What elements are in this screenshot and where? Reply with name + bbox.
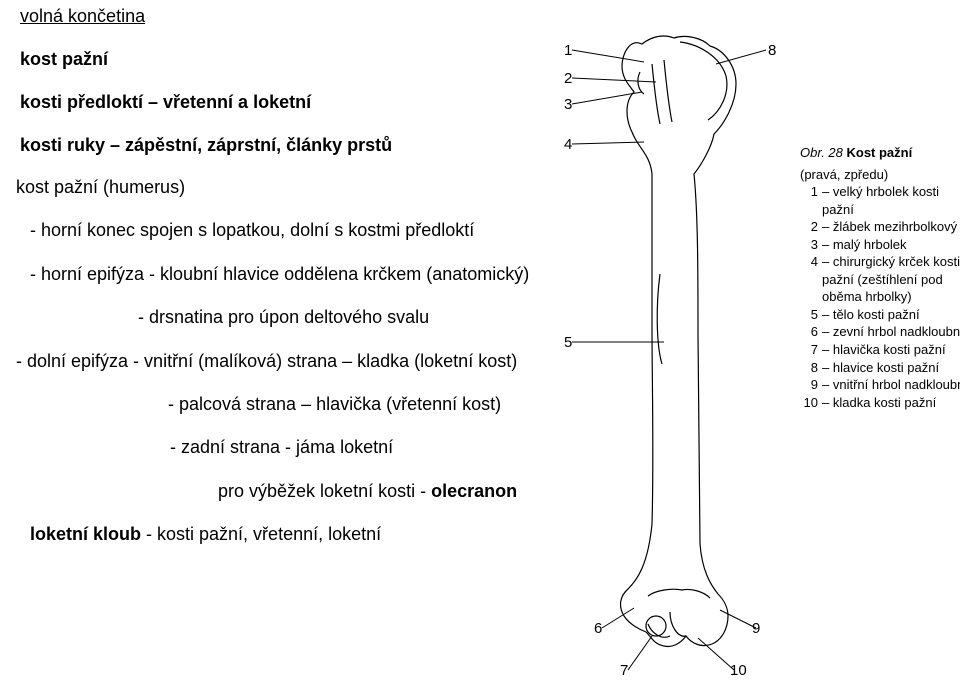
caption-item-num: 3 [800, 236, 818, 254]
text-bold: olecranon [431, 481, 517, 501]
caption-item-text: – chirurgický krček kosti pažní (zeštíhl… [822, 253, 960, 306]
caption-item-text: – velký hrbolek kosti pažní [822, 183, 960, 218]
caption-subtitle: (pravá, zpředu) [800, 166, 960, 184]
caption-item-num: 6 [800, 323, 818, 341]
caption-item-num: 10 [800, 394, 818, 412]
caption-item-num: 2 [800, 218, 818, 236]
caption-item: 5 – tělo kosti pažní [800, 306, 960, 324]
page-root: volná končetina kost pažní kosti předlok… [0, 0, 960, 690]
caption-item-text: – vnitřní hrbol nadkloubní [822, 376, 960, 394]
caption-item-num: 1 [800, 183, 818, 218]
caption-item-num: 4 [800, 253, 818, 306]
bone-illustration [552, 24, 782, 674]
paragraph-line: - palcová strana – hlavička (vřetenní ko… [168, 393, 530, 416]
paragraph-line: - horní konec spojen s lopatkou, dolní s… [30, 219, 530, 242]
paragraph-line: pro výběžek loketní kosti - olecranon [218, 480, 530, 503]
caption-item-num: 8 [800, 359, 818, 377]
caption-item-text: – žlábek mezihrbolkový [822, 218, 957, 236]
caption-item-text: – hlavice kosti pažní [822, 359, 939, 377]
paragraph-line: - zadní strana - jáma loketní [170, 436, 530, 459]
caption-item: 2 – žlábek mezihrbolkový [800, 218, 960, 236]
caption-item-text: – zevní hrbol nadkloubní [822, 323, 960, 341]
caption-item-num: 7 [800, 341, 818, 359]
text-span: - kosti pažní, vřetenní, loketní [141, 524, 381, 544]
caption-item-text: – kladka kosti pažní [822, 394, 936, 412]
caption-item-text: – malý hrbolek [822, 236, 907, 254]
caption-item-num: 5 [800, 306, 818, 324]
caption-title: Obr. 28 Kost pažní [800, 144, 960, 162]
caption-item: 7 – hlavička kosti pažní [800, 341, 960, 359]
text-span: pro výběžek loketní kosti - [218, 481, 431, 501]
subheading-3: kosti ruky – zápěstní, záprstní, články … [20, 135, 530, 156]
paragraph-line: - drsnatina pro úpon deltového svalu [138, 306, 530, 329]
caption-item: 9 – vnitřní hrbol nadkloubní [800, 376, 960, 394]
caption-item: 6 – zevní hrbol nadkloubní [800, 323, 960, 341]
caption-title-bold: Kost pažní [846, 145, 912, 160]
paragraph-line: - dolní epifýza - vnitřní (malíková) str… [16, 350, 530, 373]
paragraph-line: - horní epifýza - kloubní hlavice odděle… [30, 263, 530, 286]
caption-title-pre: Obr. 28 [800, 145, 846, 160]
figure-column: 1 2 3 4 5 6 7 8 9 10 [540, 24, 960, 684]
caption-item-num: 9 [800, 376, 818, 394]
caption-item: 1 – velký hrbolek kosti pažní [800, 183, 960, 218]
caption-item: 4 – chirurgický krček kosti pažní (zeští… [800, 253, 960, 306]
text-column: volná končetina kost pažní kosti předlok… [20, 6, 530, 567]
paragraph-line: kost pažní (humerus) [16, 176, 530, 199]
subheading-2: kosti předloktí – vřetenní a loketní [20, 92, 530, 113]
subheading-1: kost pažní [20, 49, 530, 70]
caption-item: 10 – kladka kosti pažní [800, 394, 960, 412]
figure-caption: Obr. 28 Kost pažní (pravá, zpředu) 1 – v… [800, 144, 960, 411]
paragraph-line: loketní kloub - kosti pažní, vřetenní, l… [30, 523, 530, 546]
caption-item: 3 – malý hrbolek [800, 236, 960, 254]
caption-item-text: – tělo kosti pažní [822, 306, 920, 324]
text-bold: loketní kloub [30, 524, 141, 544]
heading-underlined: volná končetina [20, 6, 530, 27]
caption-item: 8 – hlavice kosti pažní [800, 359, 960, 377]
caption-item-text: – hlavička kosti pažní [822, 341, 946, 359]
